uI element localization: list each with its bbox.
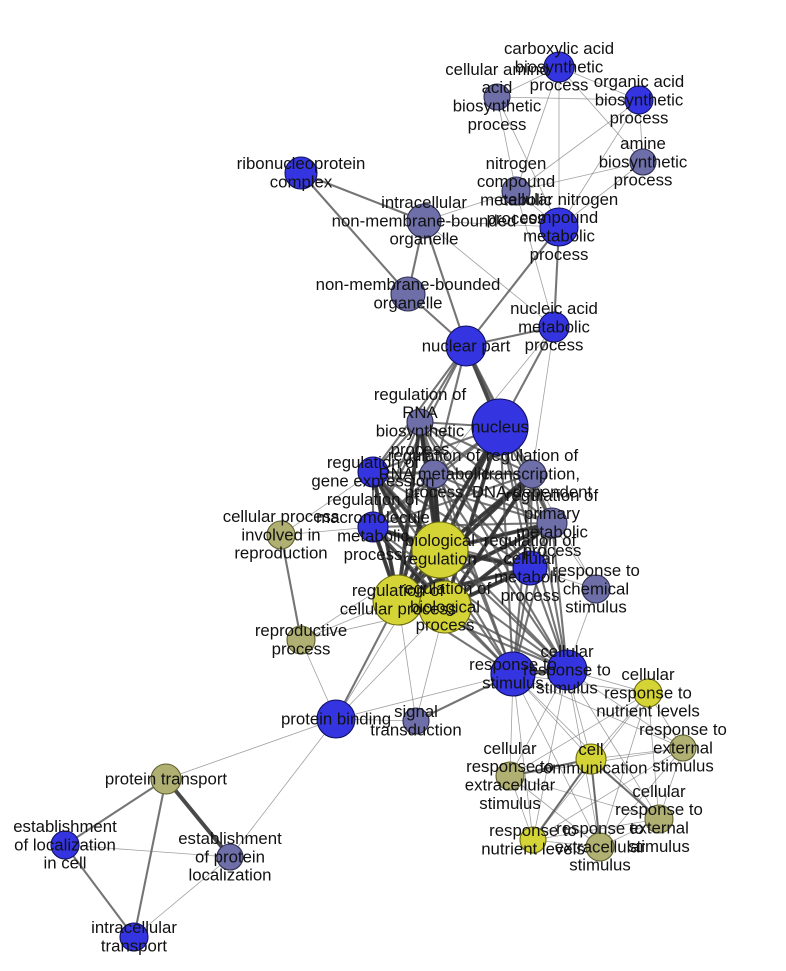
svg-text:in cell: in cell xyxy=(44,854,87,873)
svg-text:process: process xyxy=(272,640,331,659)
svg-text:biological: biological xyxy=(405,531,475,550)
svg-text:response to: response to xyxy=(556,819,644,838)
svg-text:regulation of: regulation of xyxy=(388,446,481,465)
svg-text:reproductive: reproductive xyxy=(255,621,347,640)
svg-text:cellular: cellular xyxy=(483,739,537,758)
svg-text:primary: primary xyxy=(524,504,581,523)
svg-text:process: process xyxy=(344,545,403,564)
svg-text:regulation of: regulation of xyxy=(399,579,492,598)
svg-text:stimulus: stimulus xyxy=(479,794,541,813)
svg-text:regulation of: regulation of xyxy=(374,385,467,404)
svg-text:intracellular: intracellular xyxy=(381,193,467,212)
svg-text:process: process xyxy=(614,171,673,190)
svg-text:establishment: establishment xyxy=(178,829,282,848)
svg-text:cellular nitrogen: cellular nitrogen xyxy=(500,190,618,209)
svg-text:stimulus: stimulus xyxy=(569,856,631,875)
svg-text:organelle: organelle xyxy=(389,230,458,249)
svg-text:process: process xyxy=(416,616,475,635)
svg-text:nucleus: nucleus xyxy=(471,417,529,436)
svg-text:stimulus: stimulus xyxy=(565,598,627,617)
svg-text:transport: transport xyxy=(101,937,168,956)
svg-text:cellular: cellular xyxy=(621,665,675,684)
svg-text:metabolic: metabolic xyxy=(337,527,409,546)
svg-text:external: external xyxy=(653,738,713,757)
svg-text:nuclear part: nuclear part xyxy=(422,336,511,355)
svg-text:nutrient levels: nutrient levels xyxy=(596,702,700,721)
svg-text:nitrogen: nitrogen xyxy=(486,154,547,173)
svg-text:compound: compound xyxy=(520,208,598,227)
svg-text:signal: signal xyxy=(394,702,438,721)
svg-text:biosynthetic: biosynthetic xyxy=(595,90,684,109)
svg-text:non-membrane-bounded: non-membrane-bounded xyxy=(332,211,517,230)
svg-text:biosynthetic: biosynthetic xyxy=(453,97,542,116)
svg-text:intracellular: intracellular xyxy=(91,918,177,937)
svg-text:organic acid: organic acid xyxy=(594,72,685,91)
svg-text:non-membrane-bounded: non-membrane-bounded xyxy=(316,275,501,294)
svg-text:process: process xyxy=(530,245,589,264)
svg-text:cellular process: cellular process xyxy=(223,507,340,526)
svg-text:response to: response to xyxy=(552,561,640,580)
svg-text:reproduction: reproduction xyxy=(234,544,327,563)
svg-text:process: process xyxy=(610,109,669,128)
svg-text:response to: response to xyxy=(615,800,703,819)
svg-text:amine: amine xyxy=(620,134,666,153)
svg-text:transduction: transduction xyxy=(370,721,461,740)
svg-text:cellular: cellular xyxy=(632,782,686,801)
svg-text:acid: acid xyxy=(482,78,513,97)
svg-text:compound: compound xyxy=(477,172,555,191)
svg-text:response to: response to xyxy=(639,720,727,739)
svg-text:regulation of: regulation of xyxy=(486,446,579,465)
svg-text:chemical: chemical xyxy=(563,579,629,598)
svg-text:stimulus: stimulus xyxy=(536,679,598,698)
svg-text:cellular: cellular xyxy=(503,549,557,568)
svg-text:protein transport: protein transport xyxy=(105,769,228,788)
svg-text:extracellular: extracellular xyxy=(465,776,556,795)
svg-text:process: process xyxy=(468,115,527,134)
svg-text:ribonucleoprotein: ribonucleoprotein xyxy=(237,154,366,173)
svg-text:cellular amino: cellular amino xyxy=(445,60,549,79)
svg-text:organelle: organelle xyxy=(373,294,442,313)
svg-text:process: process xyxy=(501,586,560,605)
svg-text:regulation of: regulation of xyxy=(506,486,599,505)
svg-text:carboxylic acid: carboxylic acid xyxy=(504,39,614,58)
svg-text:biosynthetic: biosynthetic xyxy=(376,422,465,441)
svg-text:metabolic: metabolic xyxy=(518,317,590,336)
svg-text:stimulus: stimulus xyxy=(652,757,714,776)
svg-text:transcription,: transcription, xyxy=(484,464,580,483)
svg-text:biological: biological xyxy=(410,597,480,616)
svg-text:localization: localization xyxy=(188,866,271,885)
svg-text:RNA: RNA xyxy=(402,403,438,422)
svg-text:extracellular: extracellular xyxy=(555,837,646,856)
svg-text:regulation of: regulation of xyxy=(484,531,577,550)
svg-text:nucleic acid: nucleic acid xyxy=(510,299,598,318)
svg-text:regulation: regulation xyxy=(403,550,477,569)
svg-text:response to: response to xyxy=(604,683,692,702)
svg-text:response to: response to xyxy=(466,757,554,776)
svg-text:response to: response to xyxy=(523,660,611,679)
svg-text:involved in: involved in xyxy=(241,525,320,544)
svg-text:cell: cell xyxy=(578,740,603,759)
svg-text:metabolic: metabolic xyxy=(523,227,595,246)
svg-text:of localization: of localization xyxy=(14,835,116,854)
svg-text:of protein: of protein xyxy=(195,847,265,866)
svg-text:regulation of: regulation of xyxy=(327,490,420,509)
svg-text:biosynthetic: biosynthetic xyxy=(599,152,688,171)
svg-text:process: process xyxy=(525,336,584,355)
svg-text:RNA metabolic: RNA metabolic xyxy=(379,464,490,483)
svg-text:complex: complex xyxy=(270,173,333,192)
svg-text:establishment: establishment xyxy=(13,817,117,836)
svg-text:cellular: cellular xyxy=(540,642,594,661)
